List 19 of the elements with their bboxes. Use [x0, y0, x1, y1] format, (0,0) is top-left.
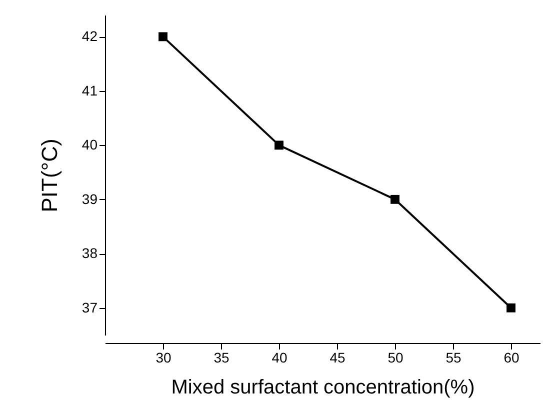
- x-tick-label: 30: [156, 350, 172, 366]
- x-tick-label: 50: [388, 350, 404, 366]
- x-tick-label: 40: [272, 350, 288, 366]
- y-tick-label: 39: [82, 190, 98, 207]
- y-axis-title: PIT(°C): [36, 138, 62, 212]
- y-tick-label: 38: [82, 245, 98, 262]
- x-tick-label: 35: [214, 350, 230, 366]
- y-tick-label: 37: [82, 299, 98, 316]
- x-tick-label: 55: [446, 350, 462, 366]
- point: [158, 32, 168, 42]
- point: [274, 140, 284, 150]
- y-tick-label: 42: [82, 28, 98, 44]
- x-tick-label: 45: [330, 350, 346, 366]
- point: [506, 303, 516, 312]
- y-tick-label: 41: [82, 82, 98, 98]
- y-tick-label: 40: [82, 136, 98, 153]
- x-tick-label: 60: [504, 350, 520, 366]
- point: [390, 194, 400, 204]
- x-axis-title: Mixed surfactant concentration(%): [171, 376, 475, 398]
